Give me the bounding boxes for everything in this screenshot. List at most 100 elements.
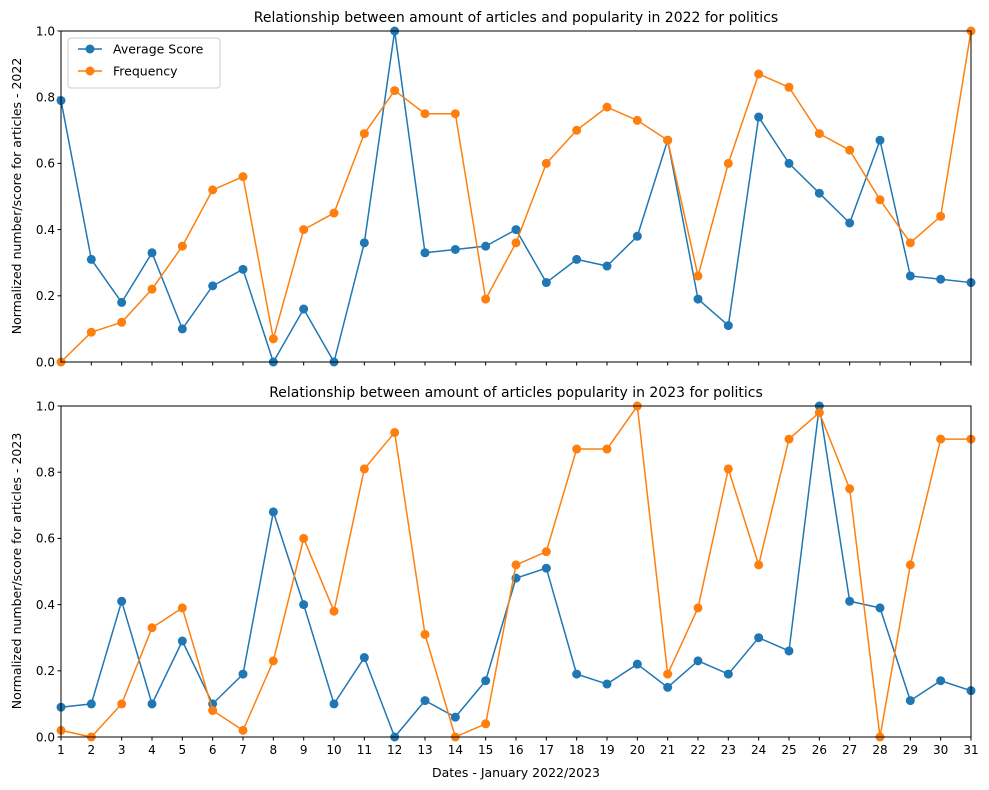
point-average-score-2023 — [147, 699, 157, 709]
x-tick-label: 9 — [300, 743, 308, 757]
y-axis-label-2022: Normalized number/score for articles - 2… — [9, 58, 24, 335]
point-average-score-2023 — [450, 712, 460, 722]
x-tick-label: 26 — [812, 743, 827, 757]
y-tick-label-2022: 0.6 — [36, 157, 55, 171]
point-frequency-2023 — [420, 629, 430, 639]
point-average-score-2022 — [572, 254, 582, 264]
x-tick-label: 1 — [57, 743, 65, 757]
x-tick-label: 20 — [630, 743, 645, 757]
point-frequency-2022 — [936, 211, 946, 221]
point-frequency-2022 — [450, 109, 460, 119]
point-frequency-2022 — [268, 334, 278, 344]
point-frequency-2022 — [147, 284, 157, 294]
point-frequency-2023 — [511, 560, 521, 570]
y-tick-label-2022: 0.2 — [36, 289, 55, 303]
point-frequency-2022 — [238, 172, 248, 182]
series-layer-2023 — [56, 401, 976, 742]
point-average-score-2022 — [359, 238, 369, 248]
point-frequency-2023 — [238, 725, 248, 735]
y-tick-label-2023: 0.6 — [36, 532, 55, 546]
point-average-score-2022 — [632, 231, 642, 241]
point-frequency-2023 — [208, 706, 218, 716]
point-average-score-2022 — [602, 261, 612, 271]
point-frequency-2022 — [663, 135, 673, 145]
point-frequency-2022 — [359, 129, 369, 139]
legend-box — [67, 37, 221, 89]
point-frequency-2023 — [390, 427, 400, 437]
point-average-score-2023 — [329, 699, 339, 709]
point-average-score-2023 — [723, 669, 733, 679]
point-frequency-2022 — [754, 69, 764, 79]
point-frequency-2022 — [117, 317, 127, 327]
legend-marker-average-score — [85, 44, 95, 54]
point-average-score-2022 — [754, 112, 764, 122]
point-average-score-2022 — [208, 281, 218, 291]
x-tick-label: 25 — [781, 743, 796, 757]
point-frequency-2023 — [572, 444, 582, 454]
point-frequency-2023 — [784, 434, 794, 444]
point-frequency-2023 — [936, 434, 946, 444]
legend-label-average-score: Average Score — [113, 42, 204, 57]
x-tick-label: 5 — [179, 743, 187, 757]
x-tick-label: 11 — [357, 743, 372, 757]
point-frequency-2022 — [481, 294, 491, 304]
plot-frame-2023 — [60, 405, 972, 738]
point-average-score-2022 — [238, 264, 248, 274]
point-frequency-2023 — [299, 533, 309, 543]
x-tick-label: 31 — [963, 743, 978, 757]
point-average-score-2023 — [754, 633, 764, 643]
point-average-score-2022 — [541, 278, 551, 288]
legend: Average Score Frequency — [67, 37, 221, 89]
point-frequency-2022 — [329, 208, 339, 218]
point-average-score-2022 — [845, 218, 855, 228]
point-frequency-2023 — [754, 560, 764, 570]
point-average-score-2022 — [450, 244, 460, 254]
point-frequency-2022 — [875, 195, 885, 205]
point-average-score-2023 — [268, 507, 278, 517]
x-tick-label: 21 — [660, 743, 675, 757]
point-frequency-2022 — [572, 125, 582, 135]
point-average-score-2023 — [905, 696, 915, 706]
plot-frame-2022 — [60, 30, 972, 363]
point-average-score-2022 — [875, 135, 885, 145]
point-frequency-2023 — [663, 669, 673, 679]
y-tick-label-2023: 0.0 — [36, 730, 55, 744]
point-average-score-2023 — [238, 669, 248, 679]
x-tick-label: 15 — [478, 743, 493, 757]
series-line-frequency-2023 — [60, 405, 971, 738]
y-tick-label-2023: 1.0 — [36, 399, 55, 413]
point-frequency-2023 — [693, 603, 703, 613]
x-tick-label: 30 — [933, 743, 948, 757]
point-frequency-2023 — [845, 484, 855, 494]
point-frequency-2022 — [814, 129, 824, 139]
point-frequency-2022 — [905, 238, 915, 248]
y-tick-label-2022: 0.0 — [36, 355, 55, 369]
point-average-score-2022 — [481, 241, 491, 251]
y-tick-label-2022: 1.0 — [36, 24, 55, 38]
point-frequency-2022 — [177, 241, 187, 251]
legend-label-frequency: Frequency — [113, 64, 178, 79]
axis-ticks-2023: 0.00.20.40.60.81.01 2 3 4 5 6 7 8 9 10 11 12 13 14 15 1… — [36, 399, 979, 757]
point-average-score-2023 — [541, 563, 551, 573]
point-frequency-2022 — [390, 86, 400, 96]
x-tick-label: 28 — [872, 743, 887, 757]
legend-marker-frequency — [85, 66, 95, 76]
x-tick-label: 16 — [508, 743, 523, 757]
point-average-score-2022 — [511, 225, 521, 235]
y-tick-label-2023: 0.4 — [36, 598, 55, 612]
point-average-score-2023 — [663, 682, 673, 692]
point-average-score-2023 — [875, 603, 885, 613]
point-frequency-2023 — [329, 606, 339, 616]
point-frequency-2022 — [632, 115, 642, 125]
point-frequency-2022 — [723, 158, 733, 168]
point-average-score-2022 — [814, 188, 824, 198]
point-frequency-2023 — [268, 656, 278, 666]
x-tick-label: 4 — [148, 743, 156, 757]
chart-title-2023: Relationship between amount of articles … — [269, 385, 763, 401]
point-frequency-2023 — [723, 464, 733, 474]
point-average-score-2022 — [86, 254, 96, 264]
point-frequency-2022 — [208, 185, 218, 195]
x-axis-label: Dates - January 2022/2023 — [432, 765, 600, 780]
point-average-score-2023 — [481, 676, 491, 686]
point-average-score-2023 — [420, 696, 430, 706]
